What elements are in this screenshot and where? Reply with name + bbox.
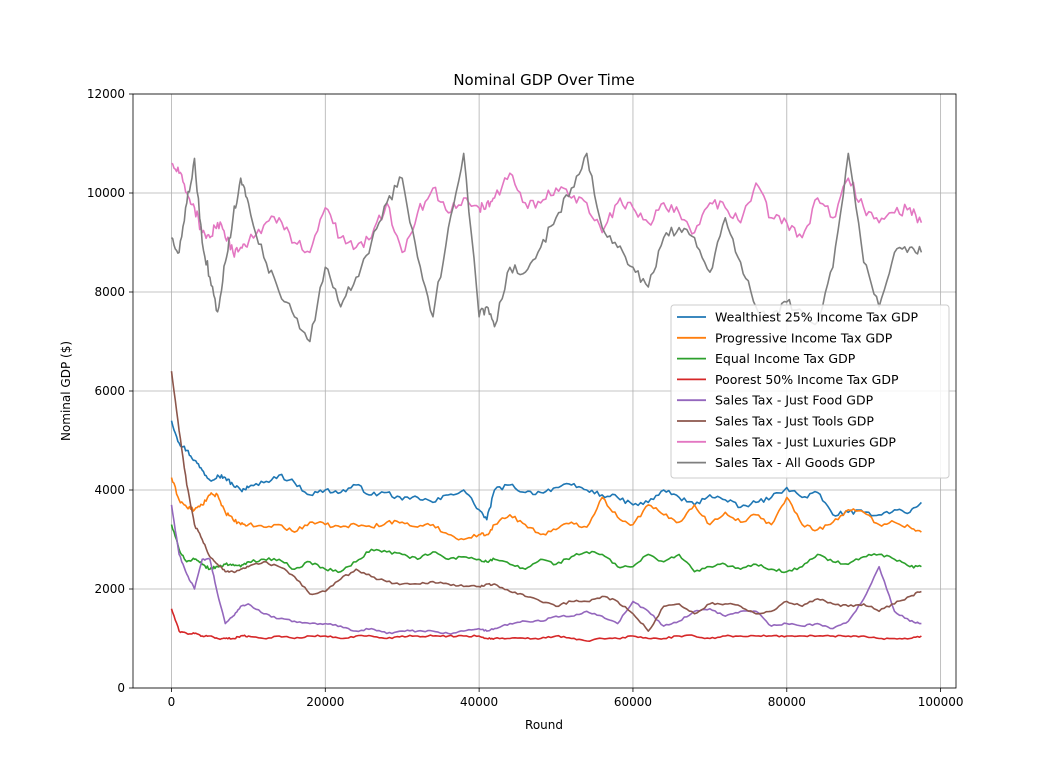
series-line-wealthiest-25-income-tax-gdp <box>170 420 922 521</box>
y-tick-label: 6000 <box>94 384 125 398</box>
series-layer <box>170 152 923 642</box>
x-tick-label: 60000 <box>614 695 652 709</box>
x-axis: 0 20000 40000 60000 80000 100000 <box>168 688 964 709</box>
x-tick-label: 100000 <box>918 695 964 709</box>
legend: Wealthiest 25% Income Tax GDP Progressive… <box>670 304 950 479</box>
y-tick-label: 2000 <box>94 582 125 596</box>
legend-label: Progressive Income Tax GDP <box>715 330 893 345</box>
legend-label: Wealthiest 25% Income Tax GDP <box>715 310 918 325</box>
x-tick-label: 40000 <box>460 695 498 709</box>
y-tick-label: 8000 <box>94 285 125 299</box>
series-line-sales-tax-just-tools-gdp <box>170 371 922 632</box>
legend-label: Sales Tax - All Goods GDP <box>715 455 876 470</box>
legend-label: Equal Income Tax GDP <box>715 351 856 366</box>
series-line-progressive-income-tax-gdp <box>170 477 922 541</box>
series-line-equal-income-tax-gdp <box>170 524 922 574</box>
x-axis-title: Round <box>525 718 563 732</box>
legend-label: Sales Tax - Just Food GDP <box>715 393 874 408</box>
x-tick-label: 80000 <box>768 695 806 709</box>
y-tick-label: 12000 <box>87 87 125 101</box>
series-line-sales-tax-just-luxuries-gdp <box>171 162 923 258</box>
chart-title: Nominal GDP Over Time <box>453 71 634 89</box>
y-axis-title: Nominal GDP ($) <box>59 341 73 441</box>
y-axis: 0 2000 4000 6000 8000 10000 12000 <box>87 87 133 695</box>
x-tick-label: 0 <box>168 695 176 709</box>
legend-label: Poorest 50% Income Tax GDP <box>715 372 899 387</box>
y-tick-label: 10000 <box>87 186 125 200</box>
series-line-sales-tax-all-goods-gdp <box>170 152 923 343</box>
legend-label: Sales Tax - Just Luxuries GDP <box>715 434 896 449</box>
y-tick-label: 0 <box>117 681 125 695</box>
y-tick-label: 4000 <box>94 483 125 497</box>
series-line-sales-tax-just-food-gdp <box>170 504 922 635</box>
series-line-poorest-50-income-tax-gdp <box>170 608 922 642</box>
legend-label: Sales Tax - Just Tools GDP <box>715 414 874 429</box>
x-tick-label: 20000 <box>306 695 344 709</box>
legend-frame <box>670 304 950 479</box>
